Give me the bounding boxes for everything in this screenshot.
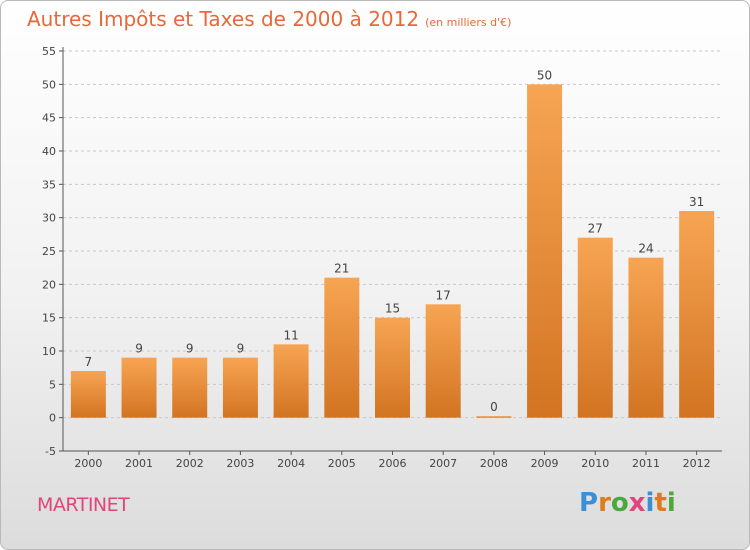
bar-2009: [527, 84, 563, 418]
y-tick-label: -5: [45, 445, 56, 458]
axes: [59, 47, 722, 455]
x-tick-label-2006: 2006: [379, 457, 407, 470]
x-tick-label-2004: 2004: [277, 457, 305, 470]
commune-name: MARTINET: [37, 494, 130, 516]
chart-title: Autres Impôts et Taxes de 2000 à 2012 (en…: [27, 7, 511, 31]
bar-2002: [172, 357, 208, 418]
x-tick-label-2010: 2010: [581, 457, 609, 470]
chart-title-text: Autres Impôts et Taxes de 2000 à 2012: [27, 7, 420, 31]
x-tick-label-2005: 2005: [328, 457, 356, 470]
bar-2005: [324, 277, 360, 418]
logo-letter: o: [610, 488, 629, 518]
bar-2001: [121, 357, 157, 418]
y-tick-label: 40: [42, 145, 56, 158]
logo-letter: P: [579, 488, 599, 518]
y-tick-label: 45: [42, 112, 56, 125]
labels: -5 0 5 10 15 20 25 30 35 40 45 50 55 7 2000 9 2001 9 2002 9…: [42, 45, 711, 470]
bars: [70, 84, 715, 418]
x-tick-label-2009: 2009: [531, 457, 559, 470]
y-tick-label: 55: [42, 45, 56, 58]
value-label-2006: 15: [385, 302, 400, 316]
bar-2000: [70, 371, 106, 418]
value-label-2001: 9: [135, 342, 143, 356]
y-tick-label: 30: [42, 212, 56, 225]
x-tick-label-2008: 2008: [480, 457, 508, 470]
value-label-2003: 9: [237, 342, 245, 356]
x-tick-label-2000: 2000: [74, 457, 102, 470]
bar-2011: [628, 257, 664, 418]
chart-subtitle: (en milliers d'€): [425, 16, 512, 29]
value-label-2002: 9: [186, 342, 194, 356]
bar-2007: [425, 304, 461, 418]
y-tick-label: 0: [49, 412, 56, 425]
value-label-2012: 31: [689, 195, 704, 209]
value-label-2007: 17: [436, 288, 451, 302]
value-label-2010: 27: [588, 222, 603, 236]
value-label-2000: 7: [85, 355, 93, 369]
x-tick-label-2003: 2003: [226, 457, 254, 470]
y-tick-label: 25: [42, 245, 56, 258]
y-tick-label: 5: [49, 378, 56, 391]
y-tick-label: 35: [42, 178, 56, 191]
proxiti-logo[interactable]: Proxiti: [579, 488, 676, 518]
value-label-2009: 50: [537, 68, 552, 82]
logo-letter: t: [654, 488, 667, 518]
y-tick-label: 15: [42, 312, 56, 325]
y-tick-label: 20: [42, 278, 56, 291]
y-tick-label: 10: [42, 345, 56, 358]
bar-2010: [577, 237, 613, 418]
x-tick-label-2007: 2007: [429, 457, 457, 470]
x-tick-label-2001: 2001: [125, 457, 153, 470]
logo-letter: i: [666, 488, 676, 518]
value-label-2005: 21: [334, 262, 349, 276]
x-tick-label-2012: 2012: [683, 457, 711, 470]
value-label-2011: 24: [638, 242, 653, 256]
bar-2006: [375, 317, 410, 418]
logo-letter: r: [598, 488, 611, 518]
x-tick-label-2002: 2002: [176, 457, 204, 470]
value-label-2008: 0: [490, 400, 498, 414]
bar-2012: [679, 211, 715, 418]
bar-2003: [222, 357, 258, 418]
x-tick-label-2011: 2011: [632, 457, 660, 470]
y-tick-label: 50: [42, 78, 56, 91]
value-label-2004: 11: [283, 328, 298, 342]
bar-2008: [476, 416, 512, 418]
logo-letter: i: [645, 488, 655, 518]
bar-2004: [273, 344, 309, 418]
logo-letter: x: [628, 488, 646, 518]
